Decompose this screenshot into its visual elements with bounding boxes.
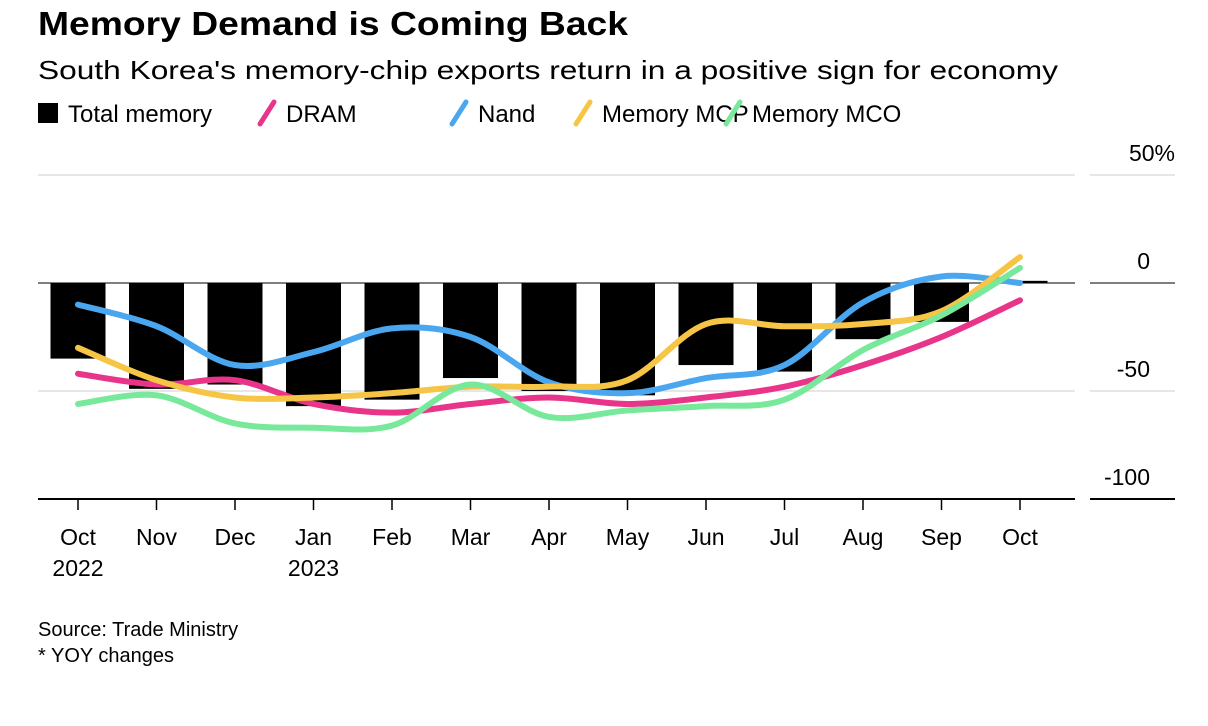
bar-total-memory [364,283,420,400]
line-memory-mcp [75,254,1023,402]
line-memory-mco [75,264,1023,433]
x-tick-label: Aug [843,524,884,550]
legend-label-nand: Nand [478,101,535,128]
x-tick-label: Oct [1002,524,1038,550]
legend-swatch-nand [449,99,469,127]
x-tick-label: Mar [451,524,491,550]
x-tick-label: Jul [770,524,799,550]
y-tick-label: 50% [1129,140,1175,166]
bar-total-memory [207,283,263,385]
legend: Total memory DRAM Nand Memory MCP Memory MCO [38,99,901,128]
x-tick-year: 2022 [52,555,103,581]
legend-label-memory-mco: Memory MCO [752,101,901,128]
x-tick-label: Oct [60,524,96,550]
x-tick-label: Apr [531,524,567,550]
x-tick-label: May [606,524,650,550]
legend-swatch-memory-mco [723,99,743,127]
chart-subtitle: South Korea's memory-chip exports return… [38,55,1058,85]
line-dram [75,297,1023,416]
legend-swatch-memory-mcp [573,99,593,127]
x-tick-year: 2023 [288,555,339,581]
x-tick-label: Jun [687,524,724,550]
y-tick-label: -50 [1117,356,1150,382]
x-tick-label: Sep [921,524,962,550]
legend-swatch-total-memory [38,103,58,123]
y-tick-label: -100 [1104,464,1150,490]
x-tick-label: Feb [372,524,412,550]
x-tick-label: Dec [215,524,256,550]
legend-label-total-memory: Total memory [68,101,212,128]
y-tick-label: 0 [1137,248,1150,274]
x-axis: Oct 2022 Nov Dec Jan 2023 Feb Mar Apr May Jun Jul Au… [52,499,1038,581]
source-note: Source: Trade Ministry [38,619,238,641]
line-nand [75,272,1023,397]
legend-label-dram: DRAM [286,101,357,128]
bar-total-memory [600,283,655,396]
yoy-note: * YOY changes [38,645,174,667]
lines [75,254,1023,433]
legend-swatch-dram [257,99,277,127]
x-tick-label: Nov [136,524,177,550]
x-tick-label: Jan [295,524,332,550]
chart-title: Memory Demand is Coming Back [38,5,629,42]
